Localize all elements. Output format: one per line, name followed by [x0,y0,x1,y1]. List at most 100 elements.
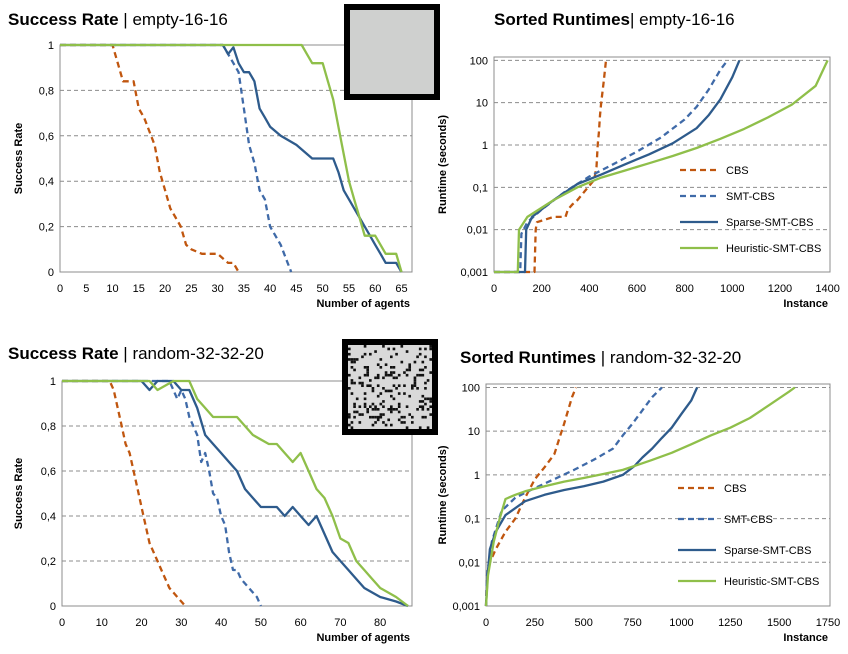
legend-label: SMT-CBS [726,191,775,203]
map-obstacle-cell [397,418,401,422]
map-obstacle-cell [348,347,351,351]
y-tick-label: 0,001 [452,601,480,613]
map-obstacle-cell [350,366,354,369]
legend-label: CBS [724,483,747,495]
chart-title: Success Rate | empty-16-16 [8,10,228,30]
y-tick-label: 0,4 [41,511,56,523]
map-obstacle-cell [397,410,401,414]
map-obstacle-cell [403,415,406,419]
chart-title-rest: | random-32-32-20 [118,344,264,363]
map-obstacle-cell [366,371,370,374]
series-line-cbs [62,379,187,607]
legend-label: CBS [726,165,749,177]
series-line-sparse-smt-cbs [62,379,409,608]
map-obstacle-cell [429,413,433,416]
map-obstacle-cell [366,368,370,372]
map-obstacle-cell [390,410,393,414]
map-obstacle-cell [387,373,391,377]
map-obstacle-cell [358,405,362,409]
map-obstacle-cell [429,345,433,348]
legend-label: SMT-CBS [724,514,773,526]
x-tick-label: 30 [211,283,223,295]
y-tick-label: 100 [470,55,488,67]
success-rate-chart-empty: 00,20,40,60,810 5 10 15 20 25 30 35 40 45 50 55 60 65… [13,40,413,310]
map-obstacle-cell [400,415,404,419]
map-obstacle-cell [374,415,377,419]
map-obstacle-cell [390,408,393,411]
map-obstacle-cell [405,368,409,372]
y-tick-label: 0,4 [39,176,54,188]
x-axis-label: Number of agents [316,298,410,310]
map-obstacle-cell [350,358,354,361]
map-obstacle-cell [411,384,414,388]
x-tick-label: 200 [532,283,550,295]
map-obstacle-cell [363,352,367,356]
map-obstacle-cell [408,413,412,416]
x-tick-label: 0 [59,617,65,629]
map-obstacle-cell [374,405,377,409]
map-obstacle-cell [397,384,401,388]
y-tick-label: 0,01 [459,557,480,569]
map-obstacle-cell [424,381,427,385]
y-axis-label: Runtime (seconds) [437,445,449,544]
x-tick-label: 40 [264,283,276,295]
series-line-smt-cbs [494,59,729,274]
x-tick-label: 250 [526,617,544,629]
chart-title-bold: Sorted Runtimes [494,10,631,29]
map-obstacle-cell [424,355,427,359]
y-tick-label: 1 [482,140,488,152]
map-obstacle-cell [355,397,359,401]
map-obstacle-cell [429,371,433,374]
series-line-heuristic-smt-cbs [62,379,409,607]
x-tick-label: 800 [675,283,693,295]
map-obstacle-cell [369,405,372,409]
chart-title: Sorted Runtimes| empty-16-16 [494,10,735,30]
map-obstacle-cell [353,402,356,406]
x-tick-label: 500 [575,617,593,629]
map-obstacle-cell [395,352,398,356]
map-obstacle-cell [405,350,409,353]
map-obstacle-cell [348,387,351,390]
x-tick-label: 45 [290,283,302,295]
map-obstacle-cell [421,400,425,403]
map-obstacle-cell [353,405,356,409]
map-obstacle-cell [363,373,367,377]
map-obstacle-cell [405,405,409,409]
map-obstacle-cell [413,381,417,385]
map-obstacle-cell [376,408,380,411]
map-obstacle-cell [395,408,398,411]
map-obstacle-cell [390,366,393,369]
map-obstacle-cell [348,413,351,416]
map-obstacle-cell [361,384,364,388]
map-obstacle-cell [403,384,406,388]
map-obstacle-cell [421,408,425,411]
series-line-smt-cbs [60,43,293,273]
y-tick-label: 0,01 [467,225,488,237]
map-obstacle-cell [424,387,427,390]
y-axis-label: Success Rate [13,123,25,195]
map-obstacle-cell [363,397,367,401]
map-obstacle-cell [426,397,430,401]
map-obstacle-cell [363,345,367,348]
map-obstacle-cell [408,368,412,372]
map-obstacle-cell [376,394,380,398]
map-obstacle-cell [397,402,401,406]
series-line-cbs [60,43,240,273]
map-obstacle-cell [376,384,380,388]
y-tick-label: 1 [50,376,56,388]
panel-sorted-runtimes-random: Sorted Runtimes | random-32-32-20 0,001 0… [424,327,848,654]
map-obstacle-cell [366,410,370,414]
chart-title-bold: Success Rate [8,344,119,363]
map-obstacle-cell [395,376,398,380]
map-obstacle-cell [350,379,354,382]
chart-title-rest: | empty-16-16 [630,10,735,29]
map-obstacle-cell [408,394,412,398]
map-obstacle-cell [416,408,419,411]
map-obstacle-cell [387,347,391,351]
chart-title-bold: Sorted Runtimes [460,348,597,367]
map-obstacle-cell [376,376,380,380]
map-obstacle-cell [392,397,396,401]
map-obstacle-cell [379,413,383,416]
series-line-heuristic-smt-cbs [494,59,829,274]
map-obstacle-cell [418,368,422,372]
